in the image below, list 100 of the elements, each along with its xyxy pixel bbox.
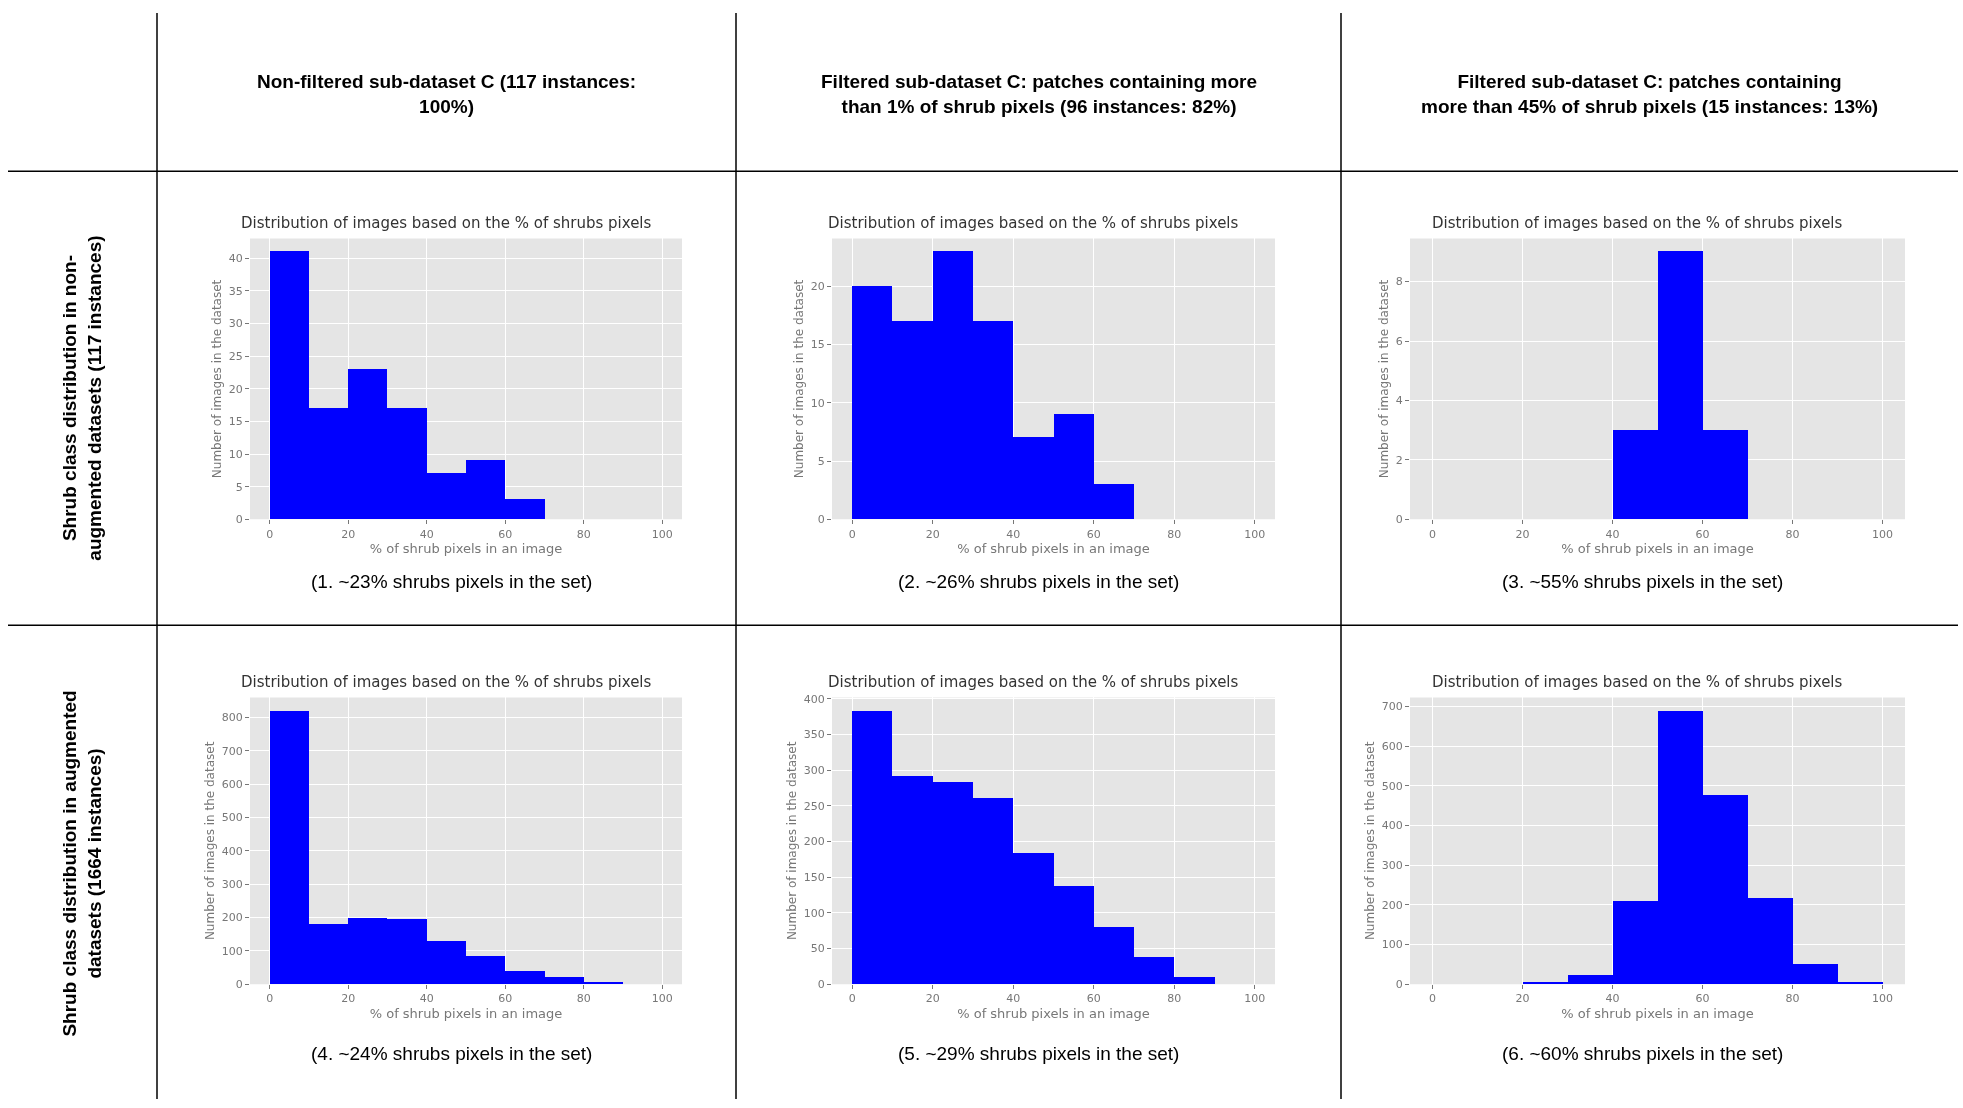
x-axis-title: % of shrub pixels in an image (957, 1006, 1150, 1022)
text: (3. ~55% shrubs pixels in the set) (1502, 571, 1784, 592)
x-tick-label: 20 (925, 992, 940, 1006)
x-tick-label: 20 (1515, 992, 1530, 1006)
x-tick-label: 100 (1872, 527, 1893, 541)
x-tick-label: 100 (1872, 992, 1893, 1006)
y-axis-title: Number of images in the dataset (210, 279, 225, 479)
y-tick-label: 0 (817, 513, 825, 527)
x-tick-label: 80 (576, 527, 591, 541)
y-tick-label: 500 (221, 811, 243, 825)
y-tick-label: 600 (221, 777, 243, 791)
y-tick-label: 500 (1381, 779, 1403, 793)
y-tick-label: 15 (810, 338, 825, 352)
chart-title: Distribution of images based on the % of shrubs pixels (1432, 214, 1843, 232)
chart-title: Distribution of images based on the % of shrubs pixels (828, 214, 1239, 232)
y-tick-label: 40 (228, 251, 243, 265)
x-tick-label: 60 (1695, 527, 1710, 541)
y-tick-label: 20 (810, 280, 825, 294)
y-tick-label: 200 (221, 911, 243, 925)
text: Filtered sub-dataset C: patches containing more than 1% of shrub pixels (96 instances: 82%) (821, 71, 1258, 117)
x-tick-label: 80 (1785, 992, 1800, 1006)
y-tick-label: 8 (1395, 275, 1403, 289)
x-axis-title: % of shrub pixels in an image (369, 541, 563, 557)
x-tick-label: 40 (419, 527, 434, 541)
y-tick-label: 150 (803, 871, 825, 885)
y-tick-label: 4 (1395, 394, 1403, 408)
x-tick-label: 40 (1006, 992, 1021, 1006)
y-tick-label: 0 (1395, 513, 1403, 527)
x-axis-title: % of shrub pixels in an image (957, 541, 1150, 557)
y-axis-title: Number of images in the dataset (203, 741, 218, 941)
y-tick-label: 100 (221, 944, 243, 958)
text: (2. ~26% shrubs pixels in the set) (898, 571, 1180, 592)
x-tick-label: 40 (1605, 527, 1620, 541)
y-tick-label: 6 (1395, 334, 1403, 348)
y-tick-label: 0 (817, 978, 825, 992)
x-tick-label: 80 (1167, 992, 1182, 1006)
x-tick-label: 40 (1006, 527, 1021, 541)
y-tick-label: 400 (1381, 819, 1403, 833)
y-tick-label: 400 (221, 844, 243, 858)
x-tick-label: 0 (1429, 992, 1436, 1006)
y-tick-label: 20 (228, 382, 243, 396)
y-axis-title: Number of images in the dataset (785, 741, 800, 941)
chart-title: Distribution of images based on the % of shrubs pixels (828, 673, 1239, 691)
x-tick-label: 40 (1605, 992, 1620, 1006)
y-tick-label: 100 (803, 906, 825, 920)
chart-title: Distribution of images based on the % of shrubs pixels (241, 214, 652, 232)
x-tick-label: 0 (266, 527, 274, 541)
text: (5. ~29% shrubs pixels in the set) (898, 1043, 1180, 1064)
y-tick-label: 30 (228, 317, 243, 331)
x-tick-label: 60 (1086, 527, 1101, 541)
x-tick-label: 60 (498, 527, 513, 541)
text: (1. ~23% shrubs pixels in the set) (311, 571, 593, 592)
x-tick-label: 0 (266, 992, 274, 1006)
x-tick-label: 100 (1244, 992, 1266, 1006)
y-tick-label: 800 (221, 711, 243, 725)
x-axis-title: % of shrub pixels in an image (1561, 541, 1754, 557)
text: Filtered sub-dataset C: patches containing more than 45% of shrub pixels (15 instances: 13%) (1421, 71, 1879, 117)
x-tick-label: 100 (1244, 527, 1266, 541)
x-axis-title: % of shrub pixels in an image (369, 1006, 563, 1022)
x-tick-label: 20 (341, 527, 356, 541)
y-tick-label: 250 (803, 799, 825, 813)
y-tick-label: 10 (810, 396, 825, 410)
text: Non-filtered sub-dataset C (117 instances: 100%) (257, 71, 637, 117)
chart-title: Distribution of images based on the % of shrubs pixels (241, 673, 652, 691)
x-tick-label: 60 (1695, 992, 1710, 1006)
y-tick-label: 400 (803, 692, 825, 706)
y-tick-label: 0 (1395, 978, 1403, 992)
y-tick-label: 15 (228, 415, 243, 429)
y-tick-label: 5 (817, 454, 825, 468)
x-tick-label: 100 (651, 527, 673, 541)
y-tick-label: 200 (803, 835, 825, 849)
y-tick-label: 5 (235, 480, 243, 494)
y-tick-label: 300 (1381, 859, 1403, 873)
y-tick-label: 100 (1381, 938, 1403, 952)
x-tick-label: 20 (925, 527, 940, 541)
y-tick-label: 50 (810, 942, 825, 956)
text: (4. ~24% shrubs pixels in the set) (311, 1043, 593, 1064)
y-axis-title: Number of images in the dataset (1363, 741, 1378, 941)
x-tick-label: 60 (498, 992, 513, 1006)
y-tick-label: 300 (803, 764, 825, 778)
y-tick-label: 200 (1381, 898, 1403, 912)
y-tick-label: 300 (221, 878, 243, 892)
x-tick-label: 0 (1429, 527, 1436, 541)
x-tick-label: 60 (1086, 992, 1101, 1006)
text: Shrub class distribution in augmented datasets (1664 instances) (59, 690, 106, 1037)
x-axis-title: % of shrub pixels in an image (1561, 1006, 1754, 1022)
y-tick-label: 0 (235, 513, 243, 527)
y-tick-label: 600 (1381, 740, 1403, 754)
y-tick-label: 2 (1395, 453, 1403, 467)
y-tick-label: 700 (1381, 700, 1403, 714)
y-tick-label: 35 (228, 284, 243, 298)
y-tick-label: 0 (235, 978, 243, 992)
x-tick-label: 20 (341, 992, 356, 1006)
x-tick-label: 0 (848, 527, 856, 541)
text: Shrub class distribution in non- augmented datasets (117 instances) (59, 235, 106, 561)
y-tick-label: 25 (228, 349, 243, 363)
y-tick-label: 350 (803, 728, 825, 742)
y-axis-title: Number of images in the dataset (792, 279, 807, 479)
x-tick-label: 0 (848, 992, 856, 1006)
x-tick-label: 100 (651, 992, 673, 1006)
